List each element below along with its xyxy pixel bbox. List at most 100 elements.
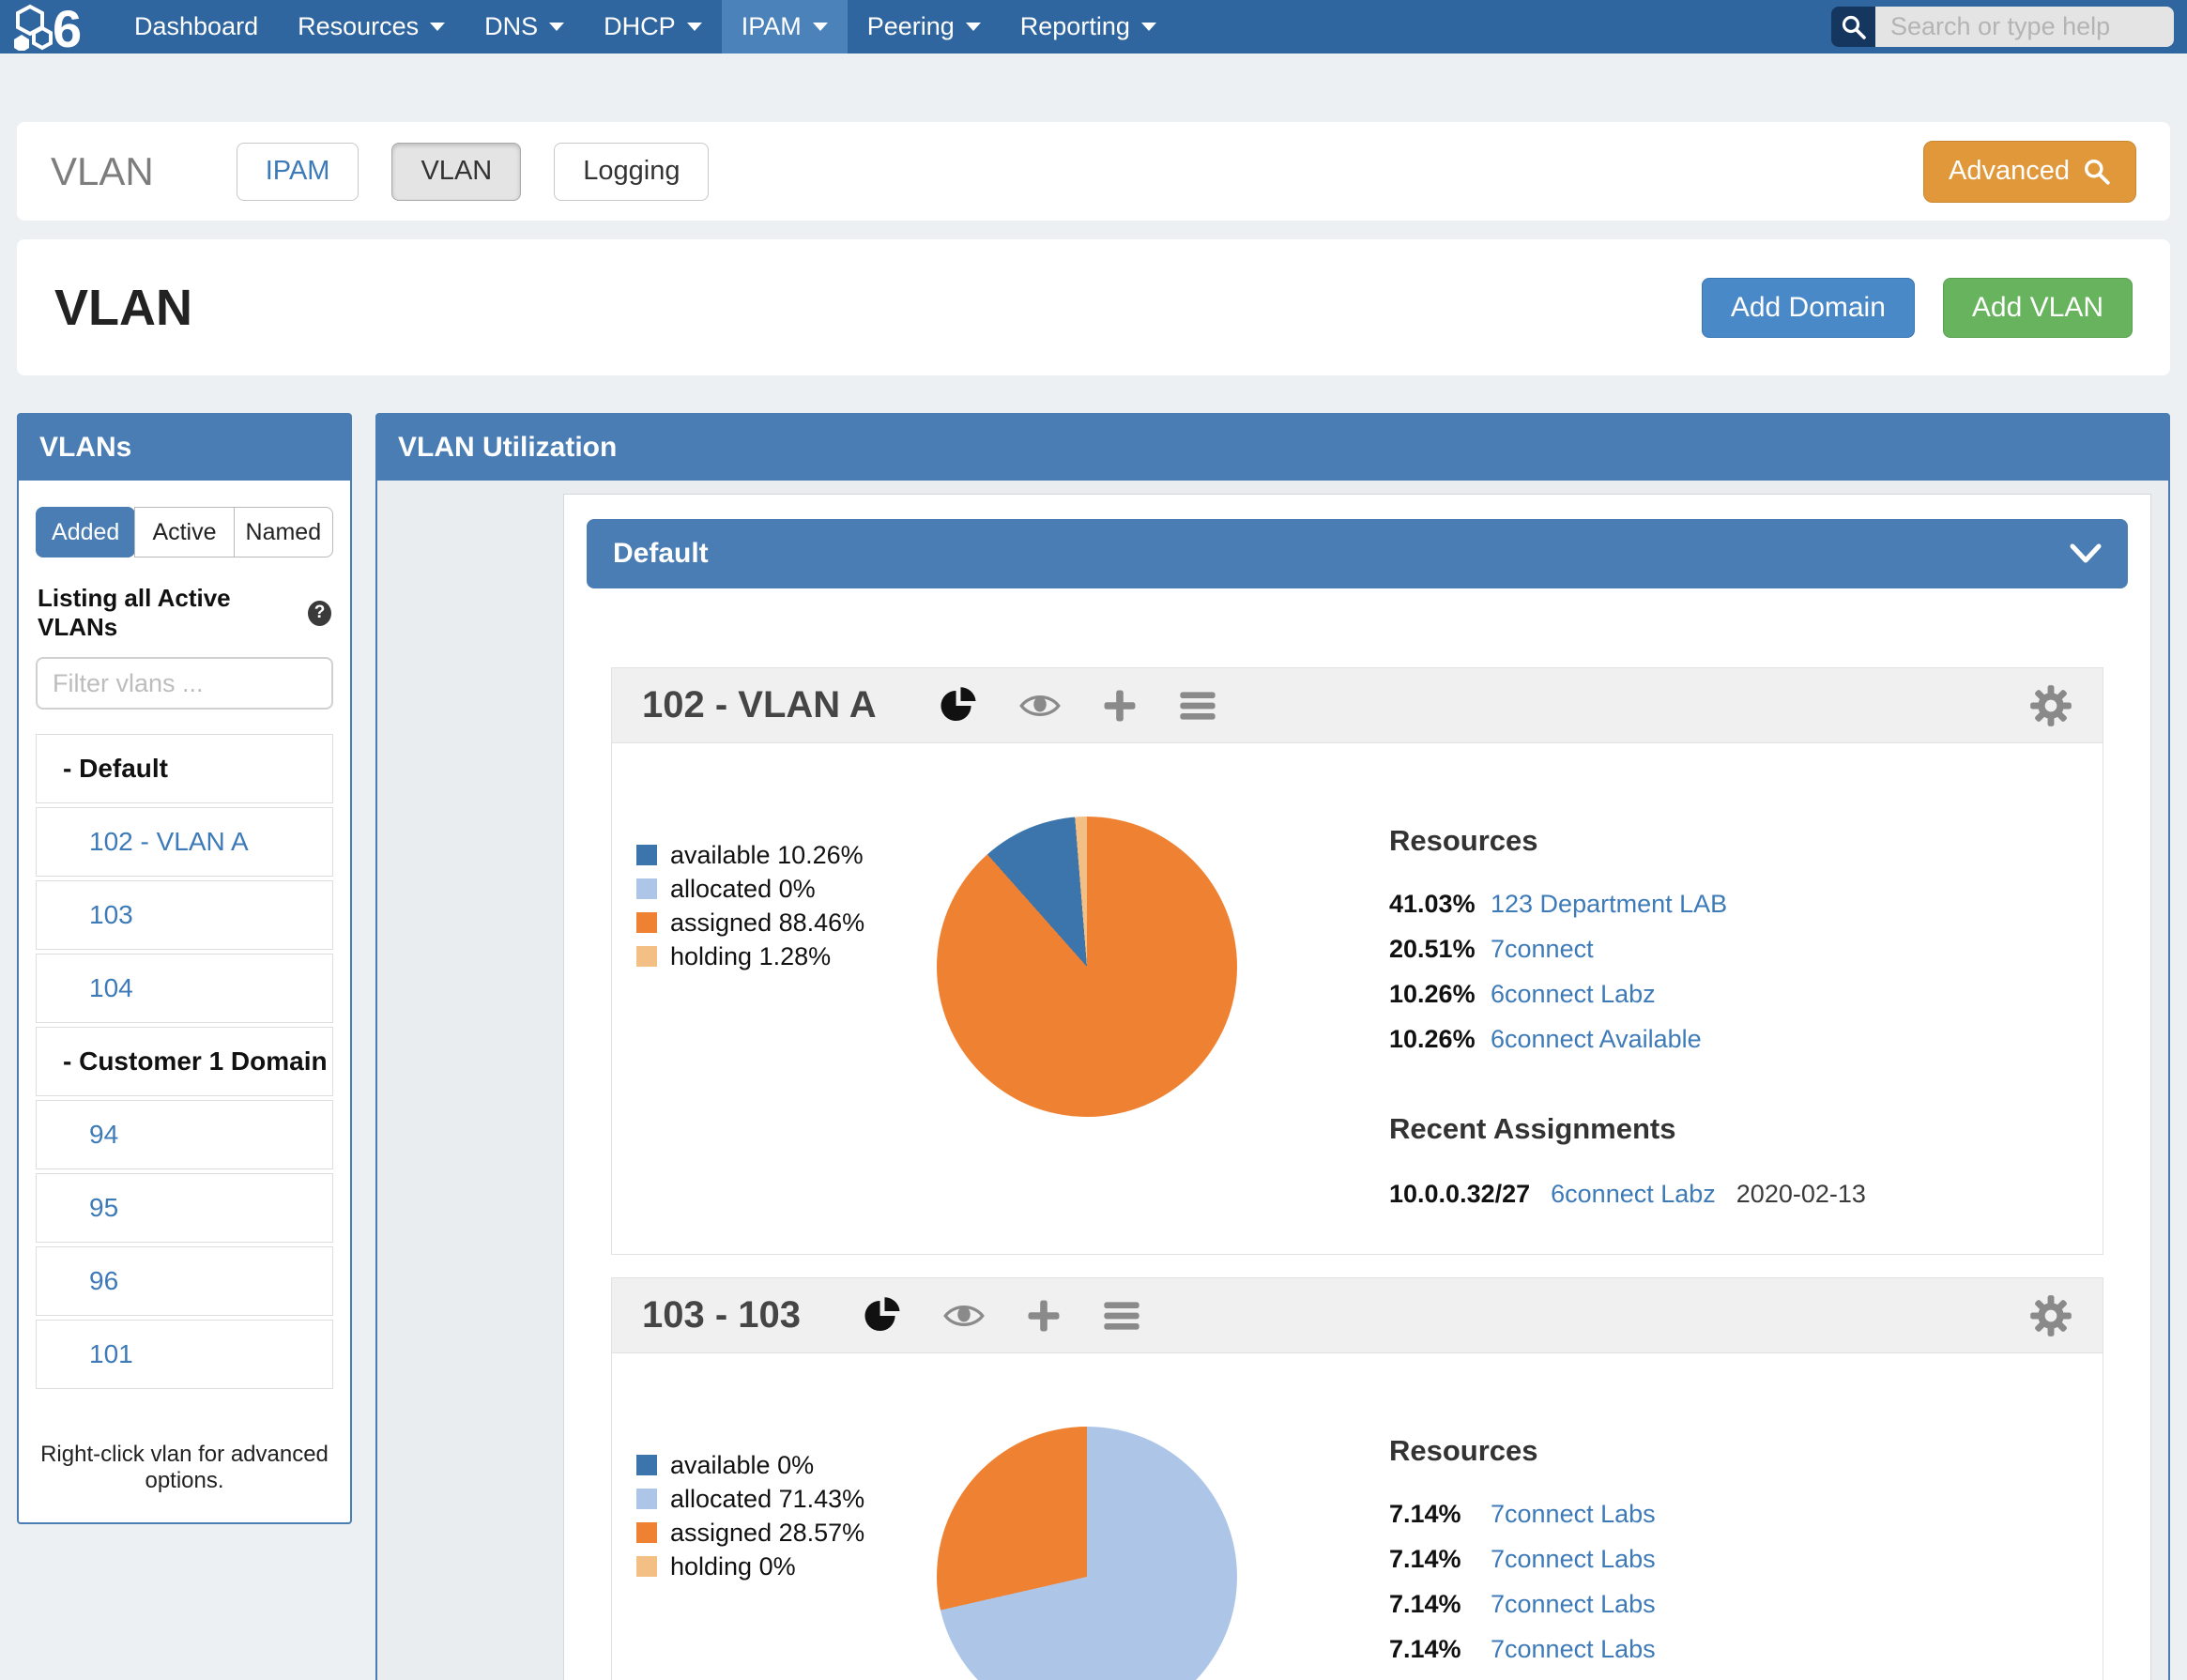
legend-label: available 0% xyxy=(670,1451,815,1479)
vlan-card-body: available 0% allocated 71.43% assigned 28.… xyxy=(612,1353,2103,1680)
resource-row: 7.14% 7connect Labs xyxy=(1389,1635,1866,1664)
filter-vlans-input[interactable] xyxy=(36,657,333,710)
sidebar-tab-active[interactable]: Active xyxy=(134,507,235,557)
page-header: VLAN Add Domain Add VLAN xyxy=(17,239,2170,375)
add-domain-button[interactable]: Add Domain xyxy=(1701,277,1915,338)
legend-swatch xyxy=(636,1489,657,1509)
vlan-row-link[interactable]: 104 xyxy=(36,954,333,1023)
vlan-card: 103 - 103 xyxy=(611,1277,2103,1680)
resource-link[interactable]: 7connect Labs xyxy=(1491,1590,1656,1618)
vlan-row-link[interactable]: 95 xyxy=(36,1173,333,1243)
search-input[interactable] xyxy=(1875,7,2174,47)
chevron-down-icon xyxy=(965,23,981,31)
chevron-down-icon xyxy=(549,23,565,31)
nav-item-dns[interactable]: DNS xyxy=(465,0,584,53)
legend-swatch xyxy=(636,912,657,933)
nav-item-dashboard[interactable]: Dashboard xyxy=(115,0,278,53)
nav-item-label: Reporting xyxy=(1019,12,1130,40)
main-content: VLANs Added Active Named Listing all Activ… xyxy=(17,413,2170,1680)
list-icon[interactable] xyxy=(1103,1301,1140,1331)
gear-icon[interactable] xyxy=(2029,684,2072,727)
nav-item-label: Peering xyxy=(866,12,955,40)
legend-swatch xyxy=(636,1455,657,1475)
list-icon[interactable] xyxy=(1179,691,1216,721)
recent-assignment-row: 10.0.0.32/27 6connect Labz 2020-02-13 xyxy=(1389,1180,1866,1209)
resources-rows: 41.03% 123 Department LAB 20.51% 7connect 10… xyxy=(1389,890,1866,1054)
vlan-row-link[interactable]: 103 xyxy=(36,880,333,950)
help-icon[interactable]: ? xyxy=(308,600,331,626)
legend-label: holding 1.28% xyxy=(670,942,832,970)
global-search xyxy=(1831,7,2174,47)
legend-label: assigned 88.46% xyxy=(670,909,865,937)
utilization-pie xyxy=(937,817,1237,1117)
legend-item-available: available 0% xyxy=(636,1451,920,1479)
resource-percent: 41.03% xyxy=(1389,890,1476,918)
sidebar-tab-added[interactable]: Added xyxy=(36,507,136,557)
resource-row: 7.14% 7connect Labs xyxy=(1389,1545,1866,1574)
nav-item-reporting[interactable]: Reporting xyxy=(1001,0,1176,53)
legend-label: holding 0% xyxy=(670,1552,796,1581)
resource-link[interactable]: 7connect Labs xyxy=(1491,1545,1656,1573)
search-icon xyxy=(2085,159,2110,185)
resource-percent: 20.51% xyxy=(1389,935,1476,963)
toolbar-tab-vlan[interactable]: VLAN xyxy=(391,142,522,201)
pie-chart-icon[interactable] xyxy=(939,686,978,725)
vlan-row-link[interactable]: 96 xyxy=(36,1246,333,1316)
vlan-row-link[interactable]: 94 xyxy=(36,1100,333,1169)
search-button[interactable] xyxy=(1831,7,1875,47)
legend-label: allocated 0% xyxy=(670,875,816,903)
resource-link[interactable]: 7connect Labs xyxy=(1491,1500,1656,1528)
resource-link[interactable]: 7connect Labs xyxy=(1491,1635,1656,1663)
chevron-down-icon xyxy=(1140,23,1156,31)
nav-item-ipam[interactable]: IPAM xyxy=(721,0,848,53)
assignment-date: 2020-02-13 xyxy=(1736,1180,1866,1208)
resource-percent: 7.14% xyxy=(1389,1635,1461,1663)
vlan-list: - Default 102 - VLAN A 103 104- Customer 1 … xyxy=(36,734,333,1389)
vlan-row-link[interactable]: 102 - VLAN A xyxy=(36,807,333,877)
legend-item-allocated: allocated 0% xyxy=(636,875,920,903)
eye-icon[interactable] xyxy=(943,1302,985,1330)
resource-percent: 10.26% xyxy=(1389,1025,1476,1053)
toolbar-tab-logging[interactable]: Logging xyxy=(554,142,710,201)
domain-row[interactable]: - Customer 1 Domain xyxy=(36,1027,333,1096)
nav-item-dhcp[interactable]: DHCP xyxy=(584,0,722,53)
add-vlan-button[interactable]: Add VLAN xyxy=(1942,277,2133,338)
assignment-resource-link[interactable]: 6connect Labz xyxy=(1551,1180,1716,1208)
vlan-row-link[interactable]: 101 xyxy=(36,1320,333,1389)
sidebar-tab-named[interactable]: Named xyxy=(233,507,333,557)
vlan-card-title: 103 - 103 xyxy=(642,1294,802,1336)
domain-section-header[interactable]: Default xyxy=(587,519,2128,588)
resource-row: 10.26% 6connect Available xyxy=(1389,1025,1866,1054)
chevron-down-icon xyxy=(686,23,702,31)
plus-icon[interactable] xyxy=(1026,1298,1062,1334)
resource-percent: 7.14% xyxy=(1389,1545,1461,1573)
legend-swatch xyxy=(636,1556,657,1577)
svg-text:6: 6 xyxy=(53,4,82,51)
resource-row: 10.26% 6connect Labz xyxy=(1389,980,1866,1009)
legend-item-assigned: assigned 28.57% xyxy=(636,1519,920,1547)
resource-percent: 7.14% xyxy=(1389,1590,1461,1618)
pie-chart-icon[interactable] xyxy=(863,1296,902,1336)
resource-link[interactable]: 123 Department LAB xyxy=(1491,890,1728,918)
vlan-card-title: 102 - VLAN A xyxy=(642,684,877,725)
resource-link[interactable]: 7connect xyxy=(1491,935,1594,963)
nav-item-resources[interactable]: Resources xyxy=(278,0,465,53)
app-logo[interactable]: 6 xyxy=(0,0,115,53)
advanced-search-button[interactable]: Advanced xyxy=(1923,140,2136,203)
context-title: VLAN xyxy=(51,148,154,193)
nav-item-label: IPAM xyxy=(741,12,802,40)
resource-link[interactable]: 6connect Available xyxy=(1491,1025,1702,1053)
resource-link[interactable]: 6connect Labz xyxy=(1491,980,1656,1008)
resource-percent: 10.26% xyxy=(1389,980,1476,1008)
gear-icon[interactable] xyxy=(2029,1294,2072,1337)
vlan-utilization-panel: VLAN Utilization Default 102 - VLAN A xyxy=(375,413,2170,1680)
domain-section-label: Default xyxy=(613,538,709,569)
chevron-down-icon[interactable] xyxy=(2070,543,2102,564)
nav-item-peering[interactable]: Peering xyxy=(848,0,1001,53)
eye-icon[interactable] xyxy=(1018,692,1061,720)
resources-column: Resources 7.14% 7connect Labs 7.14% 7connec… xyxy=(1389,1434,1866,1680)
legend-item-assigned: assigned 88.46% xyxy=(636,909,920,937)
domain-row[interactable]: - Default xyxy=(36,734,333,803)
toolbar-tab-ipam[interactable]: IPAM xyxy=(236,142,359,201)
plus-icon[interactable] xyxy=(1102,688,1138,724)
